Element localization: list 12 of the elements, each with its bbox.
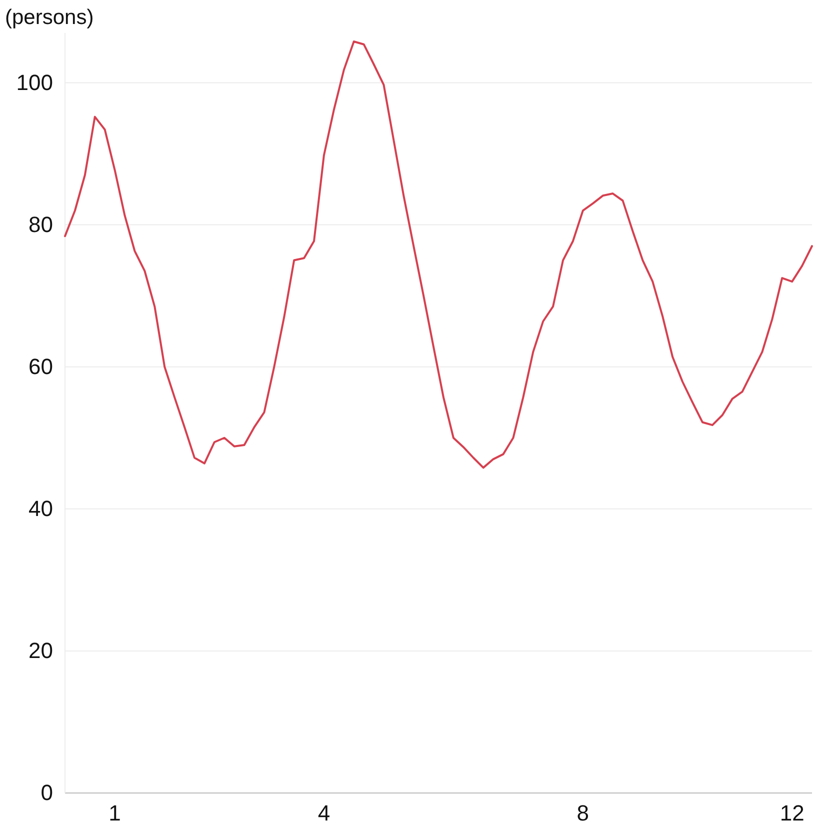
y-tick-label: 0 xyxy=(40,780,53,806)
x-tick-label: 8 xyxy=(576,800,590,826)
y-tick-label: 20 xyxy=(28,638,53,663)
y-tick-label: 100 xyxy=(16,70,53,95)
y-tick-label: 60 xyxy=(28,354,53,379)
x-tick-label: 4 xyxy=(318,800,330,826)
x-tick-label: 12 xyxy=(780,800,804,826)
line-series xyxy=(64,40,813,469)
x-tick-label: 1 xyxy=(108,800,121,826)
y-tick-label: 80 xyxy=(28,212,53,237)
y-tick-label: 40 xyxy=(28,496,53,521)
y-axis-title: (persons) xyxy=(5,6,94,29)
